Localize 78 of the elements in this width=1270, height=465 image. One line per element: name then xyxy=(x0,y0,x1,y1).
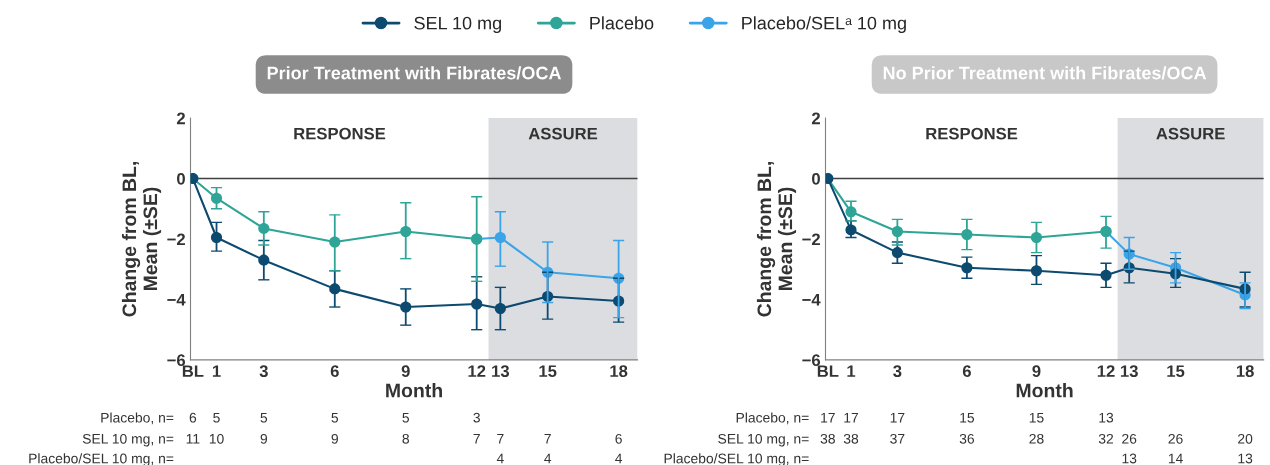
text: 17 xyxy=(844,412,859,423)
text: 4 xyxy=(496,453,504,464)
text: 8 xyxy=(402,433,409,444)
x-tick-label: 12 xyxy=(1097,365,1115,377)
text: 38 xyxy=(820,433,835,444)
text: 37 xyxy=(890,433,905,444)
x-tick-label: 15 xyxy=(1167,365,1185,378)
text: 6 xyxy=(189,412,197,423)
text: 4 xyxy=(615,453,623,464)
text: 5 xyxy=(213,412,220,423)
x-tick-label: 3 xyxy=(259,365,268,378)
x-tick-label: BL xyxy=(817,365,839,377)
text: 13 xyxy=(1122,453,1137,464)
band-label: ASSURE xyxy=(528,127,598,140)
text: 9 xyxy=(331,433,338,444)
x-tick-label: 13 xyxy=(1120,365,1138,378)
text: 32 xyxy=(1098,433,1114,444)
x-tick-label: 12 xyxy=(468,365,486,377)
y-tick-label: 2 xyxy=(811,112,820,125)
text: 17 xyxy=(821,412,835,423)
y-axis-title: Change from BL, Mean (±SE) xyxy=(756,161,797,317)
y-tick-label: 0 xyxy=(812,172,820,185)
text: 13 xyxy=(1099,412,1114,423)
x-tick-label: 18 xyxy=(1236,365,1254,378)
y-tick-label: −2 xyxy=(802,233,820,246)
text: 20 xyxy=(1238,433,1253,444)
x-tick-label: 1 xyxy=(847,365,856,377)
text: 36 xyxy=(959,433,975,444)
annotation: RESPONSE xyxy=(294,127,386,140)
legend-label: SEL 10 mg xyxy=(414,16,501,34)
text: SEL 10 mg, n= xyxy=(82,433,174,447)
legend-label: Placebo/SELᵃ 10 mg xyxy=(742,16,906,34)
text: 15 xyxy=(1029,412,1044,423)
text: SEL 10 mg, n= xyxy=(718,433,809,447)
text: Placebo, n= xyxy=(736,412,809,425)
text: 28 xyxy=(1029,433,1044,444)
text: 7 xyxy=(544,434,551,444)
legend-label: Placebo xyxy=(590,16,654,30)
text: 11 xyxy=(186,434,200,444)
text: 9 xyxy=(260,433,268,444)
x-tick-label: 18 xyxy=(610,365,628,378)
y-tick-label: −4 xyxy=(167,294,186,306)
chart-title: Prior Treatment with Fibrates/OCA xyxy=(267,66,562,80)
text: 5 xyxy=(402,412,410,423)
x-tick-label: 9 xyxy=(1032,365,1041,378)
x-tick-label: 6 xyxy=(330,365,339,378)
band-label: ASSURE xyxy=(1156,127,1225,140)
y-tick-label: 0 xyxy=(177,172,185,185)
x-axis-title: Month xyxy=(386,383,442,398)
x-axis-title: Month xyxy=(1016,383,1073,398)
x-tick-label: BL xyxy=(182,365,204,377)
text: Placebo, n= xyxy=(101,412,174,425)
text: 15 xyxy=(960,412,975,423)
text: 4 xyxy=(544,453,552,464)
annotation: RESPONSE xyxy=(926,127,1018,140)
x-tick-label: 13 xyxy=(492,365,510,378)
text: 6 xyxy=(615,433,622,444)
x-tick-label: 9 xyxy=(401,365,410,378)
y-tick-label: −4 xyxy=(802,294,821,306)
text: 3 xyxy=(473,412,480,423)
text: 38 xyxy=(843,433,859,444)
text: 7 xyxy=(473,434,480,444)
text: 7 xyxy=(497,434,504,444)
text: 5 xyxy=(260,412,268,423)
x-tick-label: 15 xyxy=(539,365,557,378)
text: 26 xyxy=(1168,433,1183,444)
text: 26 xyxy=(1122,433,1137,444)
x-tick-label: 6 xyxy=(962,365,971,378)
text: 5 xyxy=(331,412,339,423)
text: 10 xyxy=(209,433,224,444)
x-tick-label: 1 xyxy=(212,365,221,377)
y-tick-label: −2 xyxy=(167,233,185,246)
text: 13 xyxy=(1238,453,1253,464)
text: 17 xyxy=(890,412,905,423)
y-axis-title: Change from BL, Mean (±SE) xyxy=(121,161,162,317)
text: 14 xyxy=(1168,453,1183,464)
x-tick-label: 3 xyxy=(893,365,902,378)
y-tick-label: 2 xyxy=(176,112,185,125)
